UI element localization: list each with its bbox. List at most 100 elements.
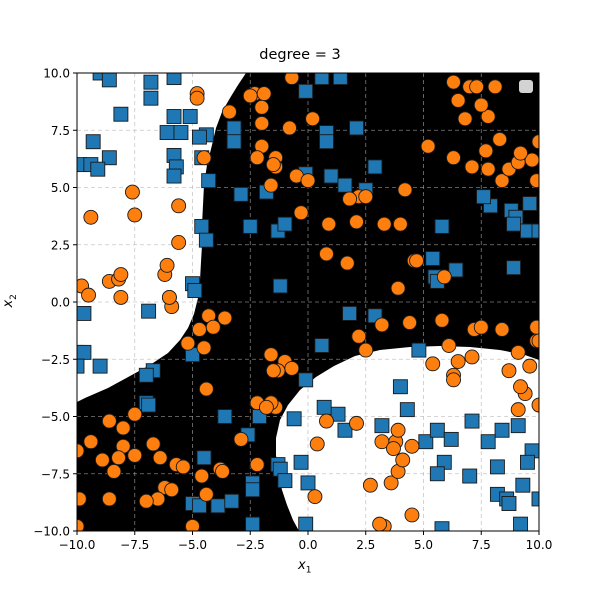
class1-circle-marker — [446, 150, 461, 166]
class1-circle-marker — [115, 420, 131, 436]
class1-circle-marker — [501, 363, 517, 379]
class1-circle-marker — [469, 79, 485, 95]
class1-circle-marker — [305, 111, 321, 127]
class0-square-marker — [173, 125, 189, 140]
class1-circle-marker — [284, 360, 300, 376]
class1-circle-marker — [138, 493, 154, 509]
class1-circle-marker — [265, 157, 281, 173]
y-tick-label: −5.0 — [41, 410, 70, 424]
class1-circle-marker — [510, 402, 526, 418]
class1-circle-marker — [358, 189, 374, 205]
class1-circle-marker — [425, 356, 441, 372]
class1-circle-marker — [101, 413, 117, 429]
class1-circle-marker — [256, 86, 272, 102]
class0-square-marker — [85, 134, 101, 150]
class0-square-marker — [515, 477, 531, 493]
class0-square-marker — [159, 125, 175, 140]
class1-circle-marker — [404, 507, 420, 523]
class1-circle-marker — [101, 491, 117, 507]
class0-square-marker — [92, 358, 108, 374]
x-tick-label: −7.5 — [120, 538, 149, 552]
class1-circle-marker — [376, 216, 392, 232]
class0-square-marker — [337, 422, 353, 438]
x-tick-label: 10.0 — [526, 538, 553, 552]
class0-square-marker — [448, 262, 464, 278]
x-tick-label: 2.5 — [356, 538, 375, 552]
class1-circle-marker — [284, 73, 300, 86]
class0-square-marker — [226, 120, 242, 136]
class1-circle-marker — [473, 319, 489, 335]
class1-circle-marker — [531, 333, 539, 349]
class1-circle-marker — [492, 131, 508, 147]
class1-circle-marker — [81, 287, 97, 303]
class0-square-marker — [531, 223, 539, 239]
class1-circle-marker — [513, 379, 528, 395]
class0-square-marker — [531, 491, 539, 507]
class1-circle-marker — [397, 182, 413, 198]
class1-circle-marker — [249, 150, 265, 166]
x-tick-label: −2.5 — [236, 538, 265, 552]
class1-circle-marker — [339, 255, 355, 271]
class0-square-marker — [392, 379, 408, 395]
class1-circle-marker — [464, 159, 480, 175]
class1-circle-marker — [164, 482, 180, 498]
class1-circle-marker — [180, 335, 196, 351]
class1-circle-marker — [205, 319, 221, 335]
class0-square-marker — [143, 90, 159, 106]
class1-circle-marker — [159, 257, 175, 273]
class1-circle-marker — [171, 198, 187, 214]
y-tick-label: 5.0 — [51, 181, 70, 195]
class1-circle-marker — [390, 422, 406, 438]
y-tick-label: 10.0 — [43, 67, 70, 81]
class1-circle-marker — [217, 310, 233, 326]
class1-circle-marker — [531, 134, 539, 150]
class0-square-marker — [399, 402, 415, 418]
class1-circle-marker — [196, 340, 212, 356]
class1-circle-marker — [457, 111, 473, 127]
class1-circle-marker — [77, 491, 87, 507]
plot-area — [77, 73, 539, 531]
class0-square-marker — [191, 129, 207, 145]
class1-circle-marker — [372, 516, 388, 531]
class0-square-marker — [187, 283, 203, 298]
class1-circle-marker — [390, 280, 406, 296]
class1-circle-marker — [446, 372, 461, 388]
class1-circle-marker — [233, 431, 249, 447]
class1-circle-marker — [351, 328, 367, 344]
data-points — [77, 73, 539, 531]
class1-circle-marker — [319, 413, 334, 429]
y-tick-label: 0.0 — [51, 296, 70, 310]
class0-square-marker — [298, 83, 314, 99]
class1-circle-marker — [404, 438, 420, 454]
class1-circle-marker — [194, 468, 210, 484]
class1-circle-marker — [127, 207, 143, 223]
class1-circle-marker — [434, 312, 450, 328]
class0-square-marker — [277, 473, 293, 489]
class0-square-marker — [286, 411, 302, 427]
class1-circle-marker — [309, 436, 325, 452]
class0-square-marker — [429, 422, 445, 438]
class1-circle-marker — [189, 90, 205, 106]
class0-square-marker — [300, 475, 316, 491]
class0-square-marker — [242, 218, 258, 234]
class1-circle-marker — [494, 322, 510, 337]
class1-circle-marker — [319, 246, 334, 262]
class1-circle-marker — [409, 253, 425, 269]
class0-square-marker — [476, 189, 492, 205]
class1-circle-marker — [374, 317, 390, 333]
class0-square-marker — [464, 413, 480, 429]
class0-square-marker — [166, 73, 182, 86]
class0-square-marker — [506, 216, 522, 232]
y-tick-label: −2.5 — [41, 353, 70, 367]
class1-circle-marker — [478, 143, 494, 159]
class0-square-marker — [182, 109, 198, 124]
class1-circle-marker — [263, 347, 279, 363]
class1-circle-marker — [464, 349, 480, 365]
class1-circle-marker — [191, 322, 207, 337]
class0-square-marker — [319, 134, 334, 150]
class0-square-marker — [434, 218, 450, 234]
class0-square-marker — [90, 161, 106, 177]
class1-circle-marker — [106, 464, 122, 479]
class0-square-marker — [198, 232, 214, 248]
class0-square-marker — [429, 466, 445, 482]
